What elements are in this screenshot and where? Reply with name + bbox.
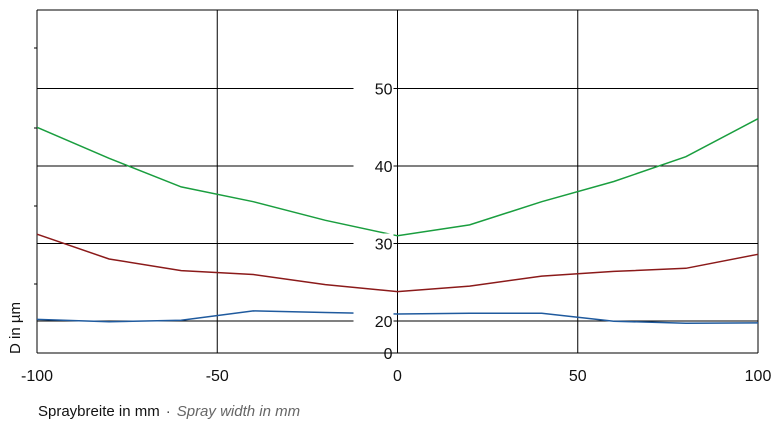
x-tick-label: -100 [21,368,53,385]
y-axis-label: D in µm [7,302,24,354]
x-axis-label-separator: · [165,403,171,420]
y-tick-label-bg [353,156,394,176]
x-axis-label-en: Spray width in mm [176,403,301,420]
y-tick-label: 40 [375,159,393,176]
x-tick-label: 0 [393,368,402,385]
series-line-1 [36,118,759,237]
x-tick-label: -50 [206,368,229,385]
y-tick-label-bg [353,233,394,254]
y-tick-label: 30 [375,237,393,254]
y-tick-label: 20 [375,314,393,331]
x-tick-label: 100 [745,368,772,385]
series-line-2 [36,233,759,293]
y-tick-label: 50 [375,82,393,99]
y-tick-label-bg [353,78,394,99]
grid [36,9,759,354]
series-lines [36,118,759,324]
x-axis-label-de: Spraybreite in mm [38,403,160,420]
x-axis-label: Spraybreite in mm · Spray width in mm [38,403,300,420]
y-minor-ticks [34,47,37,285]
y-tick-label: 0 [384,346,393,363]
y-tick-label-bg [353,311,394,331]
series-line-3 [36,310,759,324]
y-tick-labels: 0 20 30 40 50 [353,78,394,363]
x-tick-label: 50 [569,368,587,385]
x-tick-labels: -100 -50 0 50 100 [21,368,771,385]
